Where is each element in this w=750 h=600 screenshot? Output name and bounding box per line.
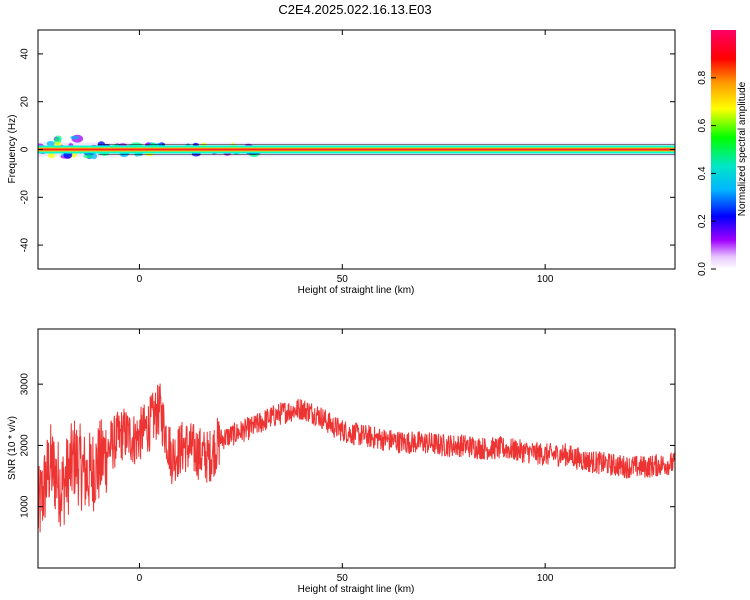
colorbar-tick-label: 0.6 [697,118,708,132]
ridge-blob [47,152,56,159]
spectrogram-panel: 0 50 100 -40 -20 0 20 40 Height of straight li… [7,29,676,296]
snr-y-label: SNR (10 * v/v) [7,416,18,480]
ridge-blob [46,140,55,147]
snr-panel: 0 50 100 1000 2000 3000 Height of straight l… [7,328,676,595]
snr-frame [37,328,676,569]
y-tick-label: 0 [20,146,31,152]
y-tick-label: 20 [20,96,31,108]
colorbar-tick-label: 0.2 [697,214,708,228]
spectrogram-x-label: Height of straight line (km) [298,285,415,296]
ridge-core [38,148,675,151]
spectrogram-y-label: Frequency (Hz) [7,115,18,184]
x-tick-label: 0 [137,274,143,285]
ridge-blob [70,135,80,140]
y-tick-label: -20 [20,190,31,205]
y-tick-label: 40 [20,48,31,60]
colorbar: 0.0 0.2 0.4 0.6 0.8 Normalized spectral ampl… [697,30,748,276]
spectral-ridge [38,134,675,160]
y-tick-label: 2000 [20,434,31,457]
colorbar-label: Normalized spectral amplitude [737,81,748,216]
colorbar-tick-label: 0.8 [697,70,708,84]
figure-title: C2E4.2025.022.16.13.E03 [278,2,432,17]
colorbar-ticks: 0.0 0.2 0.4 0.6 0.8 [697,70,716,276]
colorbar-tick-label: 0.4 [697,166,708,180]
y-tick-label: 3000 [20,373,31,396]
x-tick-label: 100 [537,573,554,584]
snr-x-ticks: 0 50 100 [137,329,554,584]
spectrogram-x-ticks: 0 50 100 [137,30,554,285]
y-tick-label: -40 [20,237,31,252]
x-tick-label: 50 [337,573,349,584]
snr-series-line [38,383,675,533]
y-tick-label: 1000 [20,495,31,518]
colorbar-tick-label: 0.0 [697,262,708,276]
x-tick-label: 50 [337,274,349,285]
ridge-blob [83,154,93,159]
ridge-blob [91,153,98,160]
x-tick-label: 0 [137,573,143,584]
snr-y-ticks: 1000 2000 3000 [20,373,675,518]
colorbar-gradient [711,30,736,269]
snr-x-label: Height of straight line (km) [298,584,415,595]
spectrogram-y-ticks: -40 -20 0 20 40 [20,48,675,252]
x-tick-label: 100 [537,274,554,285]
